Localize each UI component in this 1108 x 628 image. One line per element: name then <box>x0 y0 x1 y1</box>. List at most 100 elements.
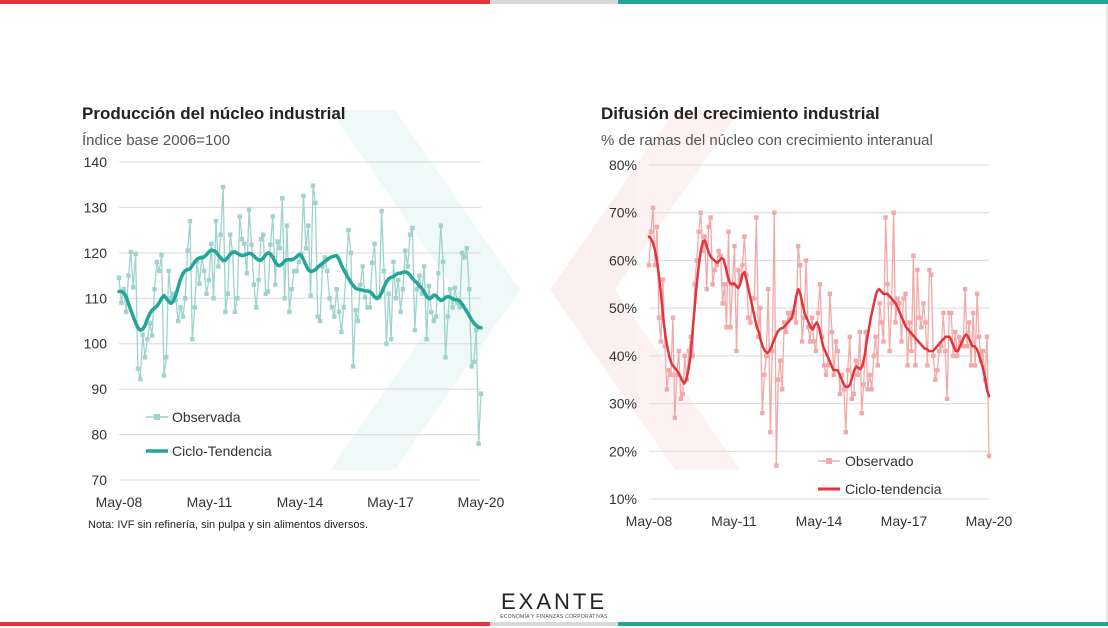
observed-point <box>883 215 888 220</box>
y-tick-label: 50% <box>609 300 637 316</box>
observed-point <box>443 355 448 360</box>
observed-point <box>905 363 910 368</box>
observed-point <box>970 310 976 316</box>
observed-point <box>980 348 986 354</box>
observed-point <box>471 359 477 365</box>
observed-point <box>921 301 926 306</box>
legend1-obs-marker <box>154 414 160 420</box>
observed-point <box>391 259 396 265</box>
observed-point <box>436 271 441 276</box>
observed-point <box>841 387 847 392</box>
chart2-y-axis: 10% 20% 30% 40% 50% 60% 70% 80% <box>609 157 637 507</box>
observed-point <box>859 410 864 416</box>
observed-point <box>805 325 811 330</box>
series-trend-line <box>117 248 483 332</box>
bottom-accent-grey <box>490 622 618 626</box>
legend2-trend-label: Ciclo-tendencia <box>845 481 942 497</box>
observed-point <box>459 250 465 256</box>
observed-point <box>845 368 850 373</box>
observed-point <box>786 310 791 316</box>
observed-point <box>168 296 174 301</box>
observed-point <box>720 301 725 306</box>
observed-point <box>849 396 854 401</box>
observed-point <box>310 183 316 188</box>
observed-point <box>126 273 131 278</box>
observed-point <box>303 246 309 251</box>
observed-point <box>178 305 183 310</box>
observed-point <box>476 441 481 446</box>
observed-point <box>863 329 868 335</box>
observed-point <box>680 391 685 397</box>
observed-point <box>348 250 354 256</box>
observed-point <box>760 410 765 416</box>
legend2-obs-label: Observado <box>845 453 914 469</box>
observed-point <box>915 267 920 273</box>
observed-point <box>694 258 699 263</box>
observed-point <box>171 291 176 296</box>
observed-point <box>704 286 709 292</box>
observed-point <box>367 305 372 310</box>
observed-point <box>400 287 406 292</box>
observed-point <box>658 339 664 344</box>
watermark-chevron-teal <box>330 110 520 470</box>
x-tick-label: May-11 <box>187 494 233 510</box>
observed-point <box>843 430 848 435</box>
observed-point <box>457 305 462 310</box>
observed-point <box>336 309 342 315</box>
chart-difusion: Difusión del crecimiento industrial % de… <box>601 104 1013 529</box>
observed-point <box>833 339 839 344</box>
bottom-accent-teal <box>618 622 1108 626</box>
observed-point <box>913 363 918 368</box>
observed-point <box>664 387 670 392</box>
observed-point <box>933 377 938 382</box>
observed-point <box>656 315 662 320</box>
observed-point <box>202 268 207 274</box>
observed-point <box>726 229 731 234</box>
observed-point <box>660 277 666 282</box>
y-tick-label: 70% <box>609 205 637 221</box>
logo-name: EXANTE <box>500 589 608 614</box>
observed-point <box>138 376 143 382</box>
observed-point <box>688 334 693 339</box>
observed-point <box>246 207 252 212</box>
observed-point <box>478 391 484 396</box>
observed-point <box>724 325 729 330</box>
y-tick-label: 40% <box>609 348 637 364</box>
observed-point <box>417 273 422 278</box>
observed-point <box>764 353 769 359</box>
observed-point <box>308 293 313 298</box>
observed-point <box>365 305 370 310</box>
observed-point <box>370 260 375 266</box>
observed-point <box>327 296 332 301</box>
observed-point <box>388 337 394 342</box>
observed-point <box>142 355 148 360</box>
observed-point <box>263 291 268 296</box>
y-tick-label: 100 <box>84 336 108 352</box>
chart2-legend: Observado Ciclo-tendencia <box>818 453 942 497</box>
observed-point <box>154 259 160 265</box>
observed-point <box>853 358 858 363</box>
observed-point <box>268 242 273 247</box>
x-tick-label: May-17 <box>367 494 414 510</box>
observed-point <box>867 372 872 378</box>
right-border <box>1106 4 1108 622</box>
observed-point <box>242 241 247 246</box>
y-tick-label: 30% <box>609 396 637 412</box>
chart1-y-axis: 70 80 90 100 110 120 130 140 <box>84 154 108 488</box>
observed-point <box>429 309 434 315</box>
observed-point <box>716 248 721 254</box>
observed-point <box>412 327 417 333</box>
observed-point <box>955 353 960 359</box>
observed-point <box>403 248 408 253</box>
observed-point <box>740 263 745 268</box>
observed-point <box>706 224 711 230</box>
observed-point <box>807 339 813 344</box>
observed-point <box>164 355 169 360</box>
observed-point <box>157 268 162 274</box>
observed-point <box>650 205 656 211</box>
observed-point <box>670 315 676 320</box>
observed-point <box>937 348 942 354</box>
observed-point <box>801 315 807 320</box>
y-tick-label: 140 <box>84 154 108 170</box>
observed-point <box>817 282 823 287</box>
